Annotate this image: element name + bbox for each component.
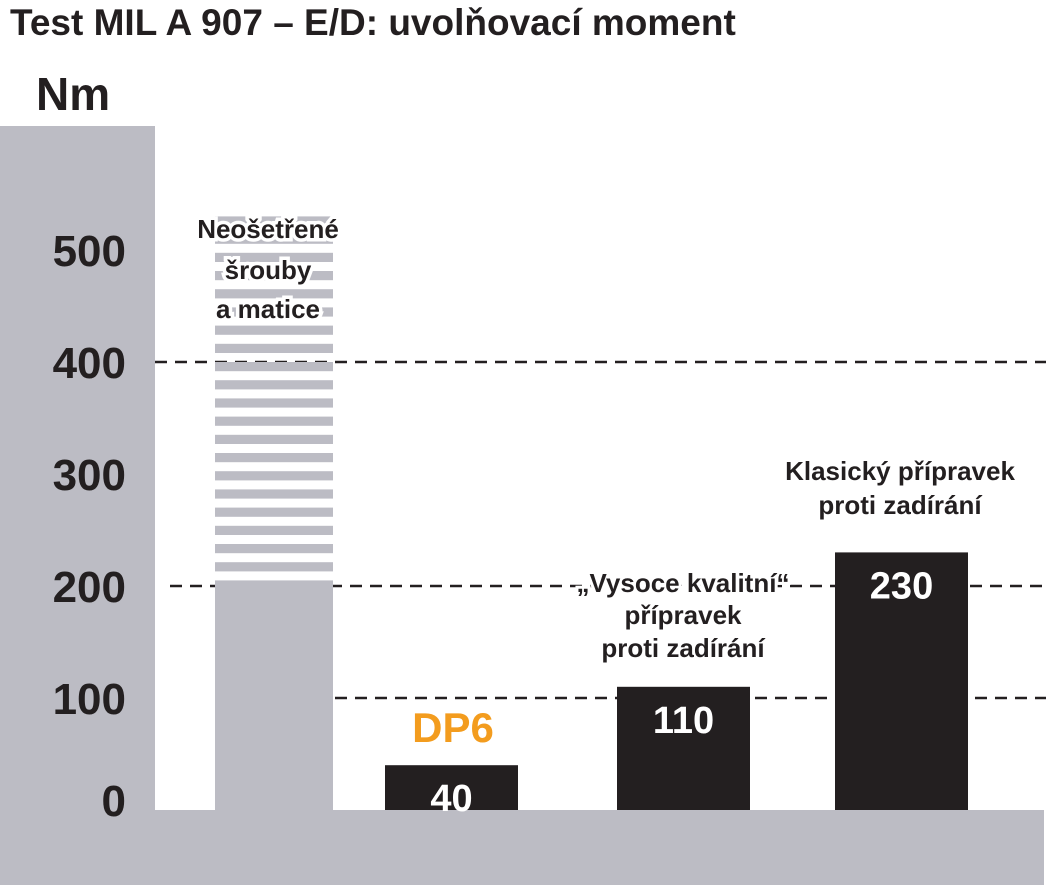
bar-untreated-stripe [215, 343, 333, 353]
y-axis-panel [0, 126, 155, 885]
bar-untreated-stripe [215, 216, 333, 226]
category-label-2-line-0: „Vysoce kvalitní“ [577, 568, 790, 598]
bar-untreated-stripe [215, 416, 333, 426]
bar-1 [385, 765, 518, 810]
category-label-dp6: DP6 [412, 704, 494, 751]
category-label-0-line-2: a matice [216, 294, 320, 324]
bar-untreated-stripe [215, 398, 333, 408]
bar-untreated-stripe [215, 525, 333, 535]
y-tick-300: 300 [53, 451, 126, 500]
bar-untreated-stripe [215, 271, 333, 281]
bars [215, 216, 968, 810]
chart-title: Test MIL A 907 – E/D: uvolňovací moment [10, 2, 736, 43]
y-tick-200: 200 [53, 563, 126, 612]
y-tick-labels: 0 100 200 300 400 500 [53, 227, 126, 826]
bar-untreated-stripe [215, 434, 333, 444]
y-axis-unit: Nm [36, 68, 110, 120]
bar-3 [835, 552, 968, 810]
category-label-0-line-0: Neošetřené [197, 214, 339, 244]
bar-labels: 40 110 230 Neošetřené šrouby a matice DP6 „Vyso… [194, 211, 1016, 821]
y-tick-500: 500 [53, 227, 126, 276]
bar-untreated-stripe [215, 307, 333, 317]
y-tick-0: 0 [102, 777, 126, 826]
y-tick-100: 100 [53, 675, 126, 724]
category-label-0-line-1: šrouby [225, 255, 312, 285]
value-label-1: 40 [430, 778, 472, 820]
x-axis-panel [0, 810, 1044, 885]
bar-2 [617, 686, 750, 810]
category-label-3-line-1: proti zadírání [818, 490, 982, 520]
bar-untreated-stripe [215, 453, 333, 463]
bar-untreated-stripe [215, 507, 333, 517]
bar-untreated-stripe [215, 580, 333, 586]
bar-untreated-stripe [215, 325, 333, 335]
bar-untreated-solid [215, 586, 333, 810]
bar-untreated-stripe [215, 289, 333, 299]
bar-untreated-stripe [215, 362, 333, 372]
bar-untreated-stripe [215, 489, 333, 499]
category-label-3-line-0: Klasický přípravek [785, 456, 1015, 486]
bar-untreated-stripe [215, 380, 333, 390]
value-label-2: 110 [653, 700, 714, 742]
category-label-2-line-2: proti zadírání [601, 633, 765, 663]
category-label-2-line-1: přípravek [624, 600, 742, 630]
value-label-3: 230 [870, 565, 933, 607]
bar-untreated-stripe [215, 544, 333, 554]
bar-untreated-stripe [215, 471, 333, 481]
bar-untreated-stripe [215, 562, 333, 572]
bar-untreated-stripe [215, 234, 333, 244]
bar-untreated-stripe [215, 252, 333, 262]
y-tick-400: 400 [53, 339, 126, 388]
